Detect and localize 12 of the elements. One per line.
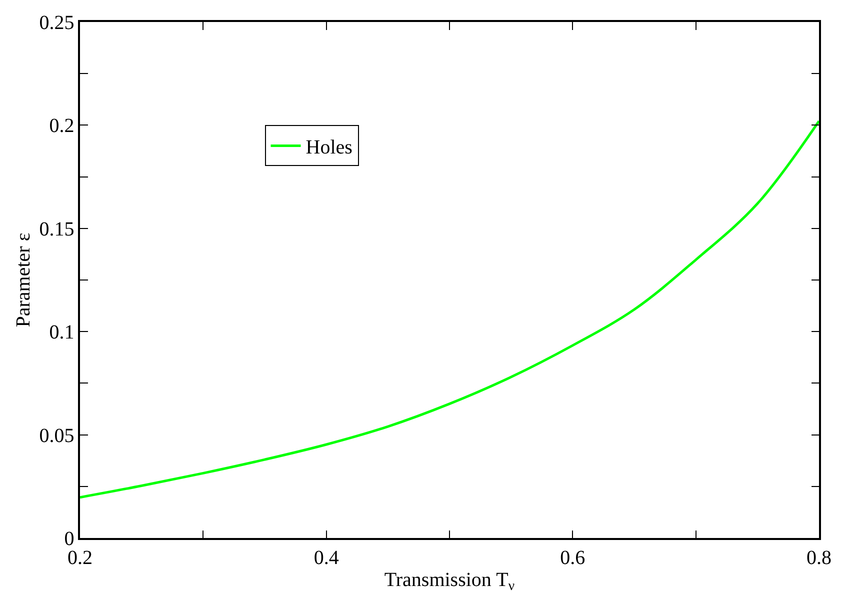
legend-label: Holes [306,136,353,158]
y-tick-label: 0.1 [49,322,74,344]
x-axis-title: Transmission T$_{ν}$ [384,568,515,594]
y-tick-label: 0.15 [39,218,74,240]
y-tick-label: 0.2 [49,115,74,138]
y-tick-label: 0.05 [39,424,74,447]
y-axis-title: Parameter ε [12,232,34,328]
line-series [80,120,819,499]
y-tick-label: 0.25 [39,12,74,34]
x-tick-label: 0.6 [560,546,586,569]
x-tick-label: 0.4 [314,546,339,569]
x-tick-label: 0.8 [806,546,832,569]
